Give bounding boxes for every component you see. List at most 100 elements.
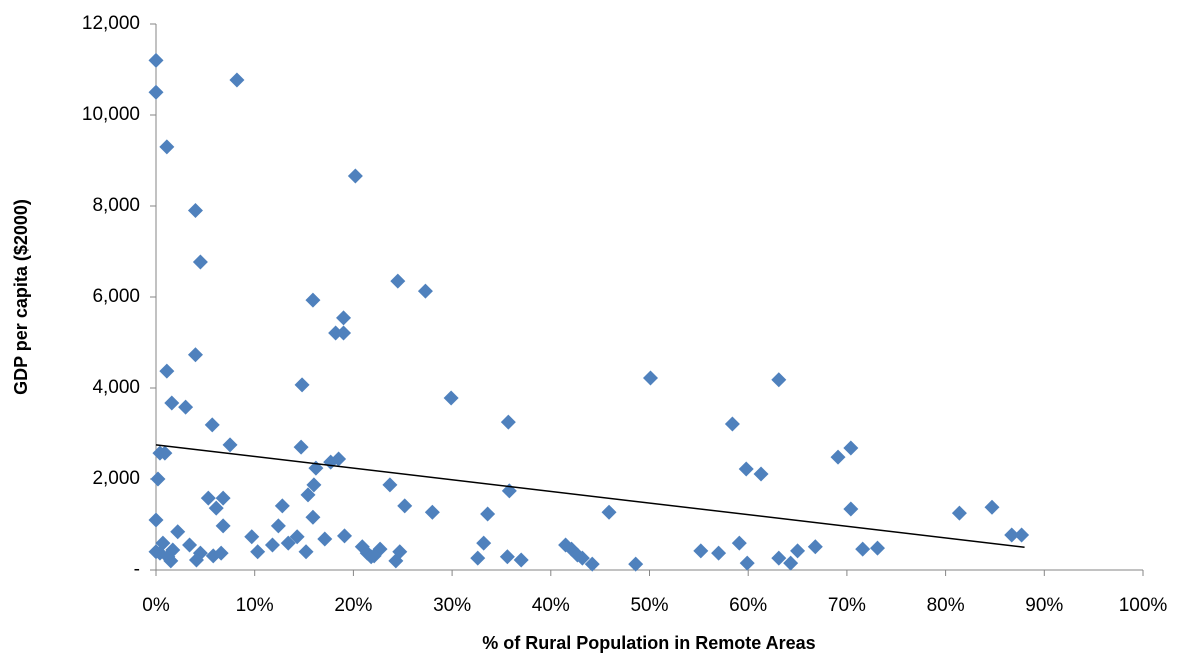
scatter-point <box>182 537 198 553</box>
scatter-point <box>250 544 266 560</box>
scatter-point <box>178 399 194 415</box>
scatter-point <box>222 437 238 453</box>
x-axis-title: % of Rural Population in Remote Areas <box>482 633 815 653</box>
scatter-point <box>337 528 353 544</box>
scatter-point <box>855 541 871 557</box>
scatter-point <box>1014 527 1030 543</box>
scatter-point <box>293 439 309 455</box>
x-tick-label: 10% <box>236 595 274 616</box>
x-tick-label: 50% <box>630 595 668 616</box>
scatter-point <box>280 535 296 551</box>
trendline <box>155 444 1025 548</box>
scatter-point <box>390 273 406 289</box>
scatter-point <box>470 550 486 566</box>
scatter-point <box>711 545 727 561</box>
x-tick-label: 40% <box>532 595 570 616</box>
y-tick-label: 2,000 <box>92 468 140 489</box>
x-tick-label: 100% <box>1119 595 1168 616</box>
x-tick-label: 80% <box>927 595 965 616</box>
scatter-point <box>869 540 885 556</box>
scatter-point <box>294 377 310 393</box>
scatter-point <box>739 555 755 571</box>
scatter-point <box>187 203 203 219</box>
scatter-point <box>328 325 344 341</box>
x-tick-label: 30% <box>433 595 471 616</box>
scatter-point <box>476 535 492 551</box>
y-tick-label: - <box>134 559 140 580</box>
scatter-point <box>165 542 181 558</box>
scatter-point <box>317 531 333 547</box>
scatter-point <box>331 451 347 467</box>
scatter-point <box>188 552 204 568</box>
scatter-point <box>724 416 740 432</box>
scatter-point <box>731 535 747 551</box>
scatter-point <box>148 84 164 100</box>
scatter-point <box>215 518 231 534</box>
scatter-point <box>229 72 245 88</box>
scatter-point <box>159 363 175 379</box>
scatter-point <box>693 543 709 559</box>
scatter-point <box>790 543 806 559</box>
scatter-point <box>164 395 180 411</box>
y-tick-label: 4,000 <box>92 377 140 398</box>
scatter-point <box>513 552 529 568</box>
scatter-point <box>148 544 164 560</box>
scatter-point <box>443 390 459 406</box>
scatter-point <box>159 139 175 155</box>
scatter-point <box>480 506 496 522</box>
scatter-point <box>187 347 203 363</box>
scatter-point <box>388 553 404 569</box>
scatter-point <box>305 509 321 525</box>
scatter-point <box>771 550 787 566</box>
scatter-point <box>500 414 516 430</box>
scatter-point <box>771 372 787 388</box>
scatter-point <box>843 501 859 517</box>
scatter-point <box>336 325 352 341</box>
scatter-point <box>148 52 164 68</box>
scatter-point <box>300 487 316 503</box>
scatter-point <box>843 440 859 456</box>
scatter-point <box>951 505 967 521</box>
y-tick-label: 10,000 <box>82 104 140 125</box>
scatter-point <box>417 283 433 299</box>
scatter-point <box>499 549 515 565</box>
scatter-point <box>984 499 1000 515</box>
x-tick-label: 60% <box>729 595 767 616</box>
scatter-point <box>244 529 260 545</box>
scatter-point <box>642 370 658 386</box>
scatter-point <box>807 539 823 555</box>
scatter-point <box>753 466 769 482</box>
scatter-point <box>264 537 280 553</box>
x-tick-label: 70% <box>828 595 866 616</box>
scatter-point <box>628 556 644 572</box>
scatter-point <box>424 504 440 520</box>
scatter-point <box>148 512 164 528</box>
scatter-point <box>204 417 220 433</box>
scatter-point <box>215 490 231 506</box>
scatter-point <box>289 529 305 545</box>
x-tick-label: 90% <box>1025 595 1063 616</box>
y-tick-label: 12,000 <box>82 13 140 34</box>
scatter-point <box>306 477 322 493</box>
scatter-point <box>200 490 216 506</box>
scatter-point <box>830 449 846 465</box>
y-axis-title: GDP per capita ($2000) <box>11 199 31 395</box>
scatter-point <box>336 310 352 326</box>
scatter-point <box>347 168 363 184</box>
x-tick-label: 0% <box>142 595 170 616</box>
scatter-point <box>298 544 314 560</box>
scatter-point <box>363 549 379 565</box>
y-tick-label: 8,000 <box>92 195 140 216</box>
scatter-point <box>574 550 590 566</box>
scatter-point <box>192 254 208 270</box>
scatter-point <box>157 445 173 461</box>
scatter-point <box>213 545 229 561</box>
scatter-point <box>150 471 166 487</box>
scatter-point <box>305 292 321 308</box>
scatter-point <box>1004 527 1020 543</box>
scatter-point <box>170 524 186 540</box>
scatter-point <box>382 477 398 493</box>
scatter-point <box>738 461 754 477</box>
scatter-point <box>397 498 413 514</box>
